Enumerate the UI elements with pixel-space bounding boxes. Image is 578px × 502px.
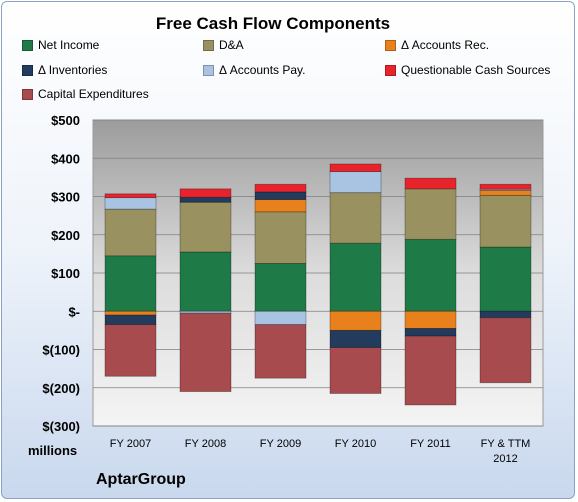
bar-questionable-cash-sources <box>179 188 232 198</box>
bar-questionable-cash-sources <box>254 183 307 193</box>
legend-item-accounts-rec: Δ Accounts Rec. <box>385 38 489 52</box>
legend-swatch <box>385 39 396 51</box>
legend-item-questionable-cash-sources: Questionable Cash Sources <box>385 63 550 77</box>
y-tick-label: $(100) <box>42 343 80 358</box>
legend-swatch <box>22 88 33 100</box>
bar-inventories <box>479 310 532 319</box>
legend-item-inventories: Δ Inventories <box>22 63 107 77</box>
bar-questionable-cash-sources <box>329 163 382 173</box>
x-tick-label: FY 2008 <box>185 438 226 450</box>
y-tick-label: $500 <box>51 113 80 128</box>
bar-inventories <box>404 328 457 337</box>
legend-swatch <box>22 64 33 76</box>
legend-label: Questionable Cash Sources <box>401 63 551 77</box>
bar-net-income <box>329 242 382 312</box>
legend-swatch <box>22 39 33 51</box>
chart-title: Free Cash Flow Components <box>155 14 391 33</box>
x-tick-label: FY 2007 <box>110 438 151 450</box>
x-tick-label: FY 2011 <box>410 438 451 450</box>
bar-d-a <box>479 194 532 248</box>
legend-label: Net Income <box>38 38 100 52</box>
y-tick-label: $- <box>68 304 80 319</box>
bar-questionable-cash-sources <box>479 183 532 190</box>
legend-label: Capital Expenditures <box>38 87 149 101</box>
bar-net-income <box>254 263 307 312</box>
bar-accounts-pay <box>254 310 307 326</box>
legend-swatch <box>203 64 214 76</box>
y-tick-label: $(200) <box>42 381 80 396</box>
legend-item-capital-expenditures: Capital Expenditures <box>22 87 149 101</box>
x-tick-label: FY 2010 <box>335 438 376 450</box>
legend-swatch <box>203 39 214 51</box>
bar-capital-expenditures <box>254 324 307 379</box>
bar-d-a <box>104 208 157 257</box>
bar-d-a <box>329 192 382 244</box>
bar-d-a <box>404 188 457 240</box>
y-tick-label: $200 <box>51 228 80 243</box>
legend-item-net-income: Net Income <box>22 38 99 52</box>
company-name: AptarGroup <box>96 471 186 488</box>
legend-swatch <box>385 64 396 76</box>
x-tick-label: 2012 <box>493 453 517 465</box>
x-tick-label: FY & TTM <box>481 438 531 450</box>
bar-accounts-pay <box>329 171 382 194</box>
units-label: millions <box>28 443 78 458</box>
bar-accounts-pay <box>104 197 157 210</box>
x-tick-label: FY 2009 <box>260 438 301 450</box>
bar-questionable-cash-sources <box>404 177 457 190</box>
bar-capital-expenditures <box>104 324 157 377</box>
y-tick-label: $(300) <box>42 419 80 434</box>
bar-net-income <box>404 238 457 312</box>
legend-label: D&A <box>219 38 244 52</box>
y-tick-label: $100 <box>51 266 80 281</box>
bar-inventories <box>104 314 157 326</box>
bar-accounts-rec <box>404 310 457 329</box>
bar-capital-expenditures <box>404 335 457 406</box>
legend-label: Δ Accounts Pay. <box>219 63 306 77</box>
bar-inventories <box>179 196 232 203</box>
bar-net-income <box>104 255 157 312</box>
bar-inventories <box>329 329 382 348</box>
bar-accounts-rec <box>329 310 382 331</box>
y-tick-label: $400 <box>51 151 80 166</box>
bar-d-a <box>179 201 232 253</box>
bar-capital-expenditures <box>479 317 532 384</box>
bar-accounts-rec <box>479 189 532 196</box>
bar-accounts-rec <box>104 310 157 316</box>
bar-d-a <box>254 211 307 264</box>
bar-questionable-cash-sources <box>104 193 157 199</box>
legend-label: Δ Accounts Rec. <box>401 38 490 52</box>
bar-capital-expenditures <box>179 312 232 392</box>
bar-capital-expenditures <box>329 347 382 394</box>
legend-item-accounts-pay: Δ Accounts Pay. <box>203 63 306 77</box>
y-tick-label: $300 <box>51 190 80 205</box>
legend-item-d-a: D&A <box>203 38 244 52</box>
bar-net-income <box>479 246 532 312</box>
bar-net-income <box>179 251 232 312</box>
bar-inventories <box>254 191 307 200</box>
bar-accounts-rec <box>254 199 307 213</box>
legend-label: Δ Inventories <box>38 63 108 77</box>
